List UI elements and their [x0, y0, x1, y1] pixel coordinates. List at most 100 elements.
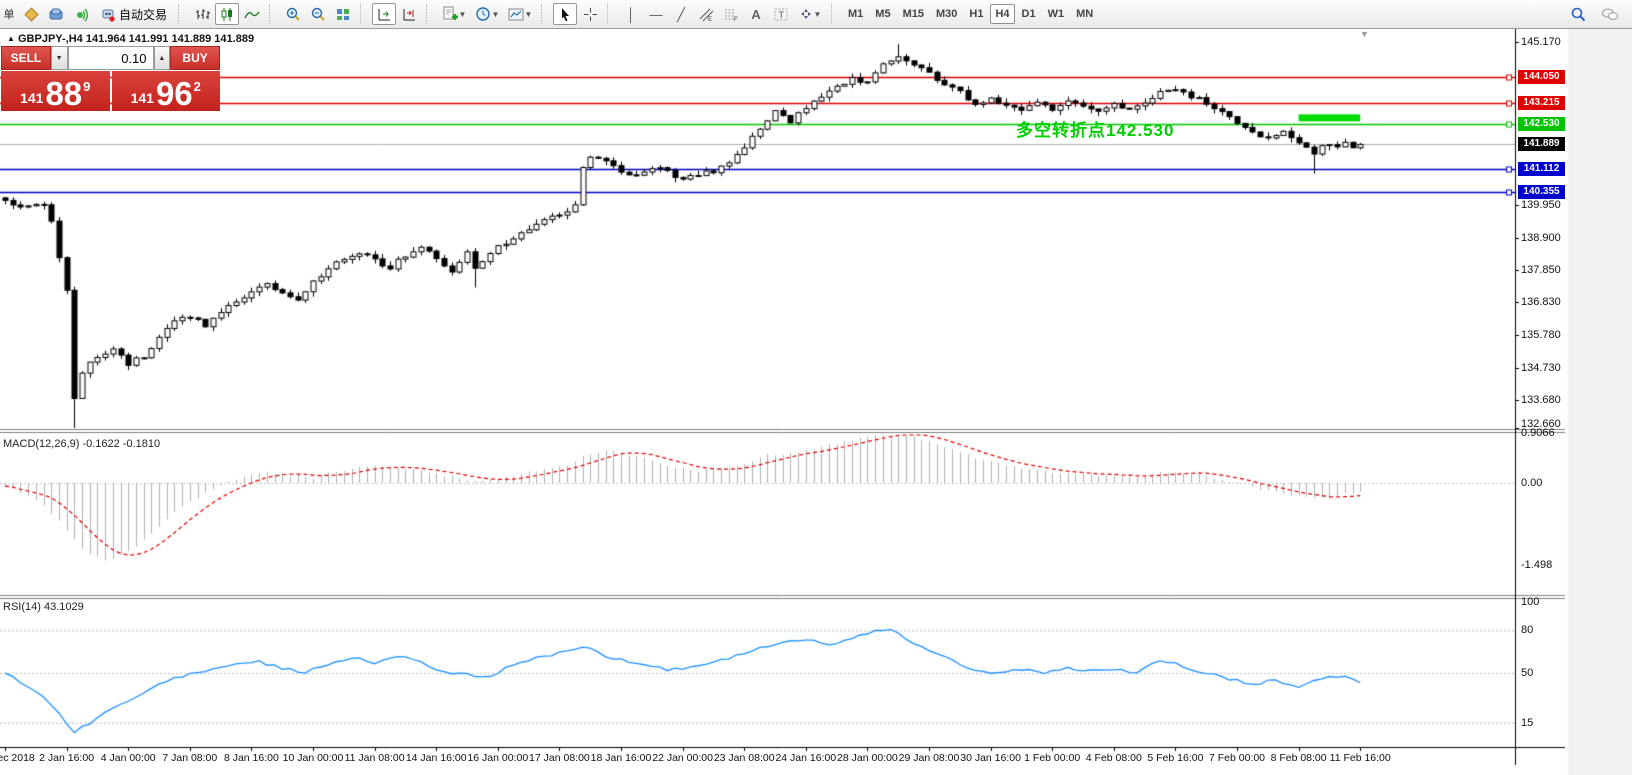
signals-icon[interactable]: [69, 3, 93, 25]
time-axis-label: 31 Dec 2018: [0, 752, 35, 764]
sell-price[interactable]: 141 88 9: [1, 71, 110, 111]
macd-axis-tick: -1.498: [1521, 559, 1553, 572]
price-axis-tick: 139.950: [1521, 198, 1561, 211]
separator: [426, 4, 434, 24]
chart-annotation: 多空转折点142.530: [1016, 121, 1175, 140]
tile-windows-icon[interactable]: [331, 3, 355, 25]
cursor-icon[interactable]: [553, 3, 578, 25]
time-axis-label: 1 Feb 00:00: [1024, 752, 1081, 764]
horizontal-line-icon[interactable]: —: [649, 6, 663, 22]
new-order-button[interactable]: 单: [3, 9, 15, 21]
chart-title-text: GBPJPY-,H4 141.964 141.991 141.889 141.8…: [17, 33, 255, 45]
time-axis-label: 4 Feb 08:00: [1085, 752, 1142, 764]
time-axis-label: 5 Feb 16:00: [1147, 752, 1204, 764]
svg-text:F: F: [734, 17, 738, 22]
sell-price-big: 88: [45, 74, 83, 112]
timeframe-mn[interactable]: MN: [1071, 4, 1098, 24]
chat-icon[interactable]: [1598, 3, 1622, 25]
macd-axis-tick: 0.00: [1521, 477, 1543, 489]
zoom-in-icon[interactable]: [281, 3, 305, 25]
fibonacci-icon[interactable]: F: [719, 3, 743, 25]
timeframe-d1[interactable]: D1: [1017, 4, 1041, 24]
crosshair-icon[interactable]: [578, 3, 602, 25]
timeframe-h4[interactable]: H4: [990, 4, 1015, 24]
price-axis-tick: 135.780: [1521, 328, 1561, 341]
time-axis-label: 4 Jan 00:00: [100, 752, 156, 764]
time-axis-label: 17 Jan 08:00: [529, 752, 590, 764]
buy-price-big: 96: [155, 74, 193, 112]
vertical-line-icon[interactable]: │: [626, 6, 636, 22]
trendline-icon[interactable]: ╱: [677, 6, 685, 22]
volume-down-button[interactable]: ▼: [50, 46, 68, 70]
macd-axis-tick: 0.9066: [1521, 427, 1555, 440]
rsi-axis-tick: 100: [1521, 596, 1540, 608]
level-price-label[interactable]: 140.355: [1518, 185, 1565, 200]
separator: [541, 4, 549, 24]
one-click-trade-panel: SELL ▼ ▲ BUY 141 88 9 141 96 2: [1, 46, 220, 111]
time-axis-label: 23 Jan 08:00: [713, 752, 775, 764]
buy-price[interactable]: 141 96 2: [111, 71, 220, 112]
level-price-label[interactable]: 143.215: [1518, 95, 1565, 110]
time-axis-label: 29 Jan 08:00: [898, 752, 960, 764]
separator: [360, 4, 368, 24]
channel-icon[interactable]: E: [694, 3, 718, 25]
text-icon[interactable]: A: [751, 6, 761, 22]
level-price-label[interactable]: 144.050: [1518, 69, 1565, 84]
time-axis-label: 18 Jan 16:00: [590, 752, 652, 764]
chart-shift-marker-icon: ▼: [1360, 29, 1369, 39]
volume-up-button[interactable]: ▲: [153, 46, 171, 70]
community-icon[interactable]: [44, 3, 68, 25]
auto-scroll-icon[interactable]: [372, 3, 397, 25]
time-axis-label: 14 Jan 16:00: [405, 752, 467, 764]
separator: [178, 4, 186, 24]
candlestick-icon[interactable]: [215, 3, 240, 25]
bar-chart-icon[interactable]: [190, 3, 214, 25]
pane-divider[interactable]: [0, 595, 1565, 599]
price-axis-tick: 133.680: [1521, 394, 1561, 407]
time-axis-label: 16 Jan 00:00: [467, 752, 529, 764]
rsi-axis-tick: 50: [1521, 667, 1534, 679]
rsi-axis-tick: 80: [1521, 624, 1534, 637]
time-axis-label: 8 Jan 16:00: [223, 752, 279, 764]
price-axis-tick: 138.900: [1521, 231, 1561, 244]
chart-title: ▲ GBPJPY-,H4 141.964 141.991 141.889 141…: [7, 33, 254, 45]
timeframe-m15[interactable]: M15: [898, 4, 929, 24]
separator: [269, 4, 277, 24]
level-price-label[interactable]: 142.530: [1518, 117, 1565, 132]
time-axis-label: 11 Feb 16:00: [1329, 752, 1391, 764]
sell-button[interactable]: SELL: [1, 46, 51, 70]
periods-button[interactable]: ▼: [471, 3, 503, 25]
rsi-label: RSI(14) 43.1029: [3, 601, 84, 613]
price-axis-tick: 136.830: [1521, 296, 1561, 309]
chart-shift-icon[interactable]: [397, 3, 421, 25]
line-chart-icon[interactable]: [240, 3, 264, 25]
collapse-arrow-icon[interactable]: ▲: [7, 34, 15, 43]
templates-button[interactable]: ▼: [504, 3, 536, 25]
market-icon[interactable]: [19, 3, 43, 25]
level-price-label[interactable]: 141.112: [1518, 161, 1565, 176]
autotrade-button[interactable]: 自动交易: [94, 3, 173, 26]
time-axis-label: 30 Jan 16:00: [960, 752, 1021, 764]
separator: [607, 4, 615, 24]
time-axis-label: 28 Jan 00:00: [837, 752, 898, 764]
sell-price-prefix: 141: [20, 90, 44, 106]
time-axis-label: 2 Jan 16:00: [39, 752, 95, 764]
volume-input[interactable]: [67, 46, 154, 70]
text-label-icon[interactable]: T: [769, 3, 793, 25]
pane-divider[interactable]: [0, 429, 1565, 433]
timeframe-m1[interactable]: M1: [843, 4, 868, 24]
svg-text:T: T: [779, 10, 785, 20]
indicators-button[interactable]: ▼: [438, 3, 470, 25]
timeframe-m5[interactable]: M5: [870, 4, 895, 24]
timeframe-m30[interactable]: M30: [931, 4, 962, 24]
timeframe-w1[interactable]: W1: [1043, 4, 1070, 24]
search-icon[interactable]: [1566, 3, 1590, 25]
arrows-button[interactable]: ▼: [794, 3, 826, 25]
zoom-out-icon[interactable]: [306, 3, 330, 25]
buy-price-prefix: 141: [130, 90, 154, 106]
time-axis-label: 24 Jan 16:00: [775, 752, 837, 764]
buy-button[interactable]: BUY: [170, 46, 220, 70]
timeframe-h1[interactable]: H1: [964, 4, 988, 24]
time-axis-label: 11 Jan 08:00: [344, 752, 405, 764]
